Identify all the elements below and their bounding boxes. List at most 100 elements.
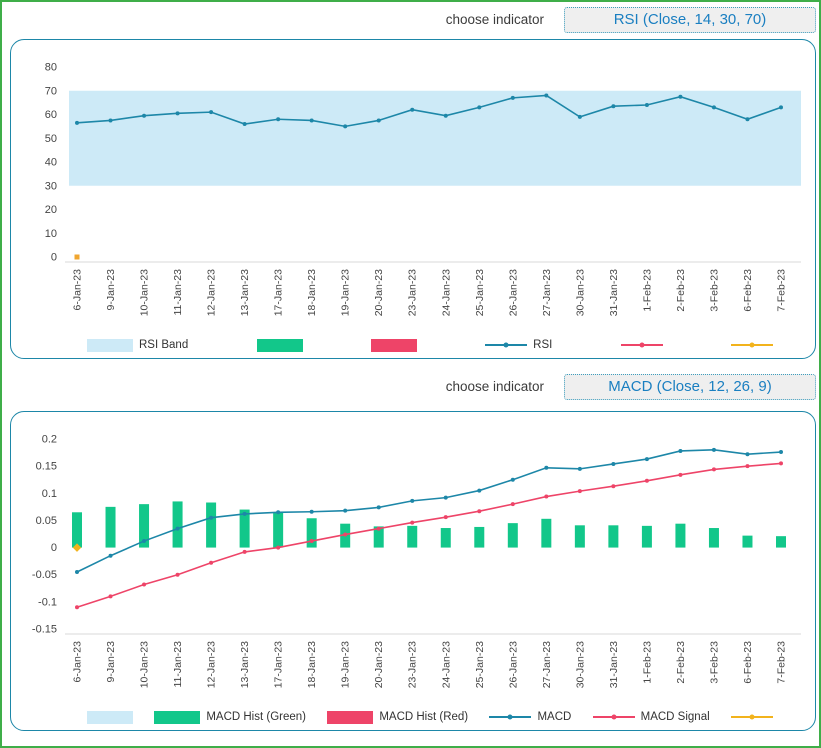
rsi-y-tick: 10 bbox=[45, 228, 57, 240]
macd-point bbox=[209, 515, 214, 520]
rsi-zero-marker bbox=[74, 254, 80, 260]
rsi-x-tick: 18-Jan-23 bbox=[306, 269, 318, 316]
rsi-x-tick: 9-Jan-23 bbox=[105, 269, 117, 311]
rsi-chart[interactable]: 0 10 20 30 40 50 60 70 80 6-Jan-23 9-Jan-23 10-Jan-… bbox=[15, 45, 807, 331]
line-swatch bbox=[730, 714, 773, 720]
rsi-x-tick: 3-Feb-23 bbox=[708, 269, 720, 312]
macd-x-tick: 30-Jan-23 bbox=[574, 641, 586, 688]
macd-x-tick: 31-Jan-23 bbox=[608, 641, 620, 688]
macd-x-tick: 9-Jan-23 bbox=[105, 641, 117, 683]
macd-legend-macd-hist-green-[interactable]: MACD Hist (Green) bbox=[154, 710, 306, 724]
bar-swatch bbox=[370, 338, 417, 352]
macd-point bbox=[108, 553, 113, 558]
rsi-legend-line-swatch[interactable] bbox=[620, 342, 663, 348]
macd-point bbox=[75, 605, 79, 610]
macd-legend-macd-signal[interactable]: MACD Signal bbox=[592, 711, 710, 723]
macd-x-tick: 1-Feb-23 bbox=[641, 641, 653, 684]
macd-legend-line-swatch[interactable] bbox=[730, 714, 773, 720]
rsi-point bbox=[678, 94, 683, 99]
rsi-legend: RSI Band RSI bbox=[15, 331, 813, 357]
macd-legend: MACD Hist (Green) MACD Hist (Red) MACD MACD… bbox=[15, 703, 813, 729]
macd-point bbox=[108, 594, 113, 599]
macd-hist-bar bbox=[172, 501, 183, 548]
rsi-point bbox=[376, 118, 381, 123]
macd-hist-bar bbox=[440, 528, 451, 548]
macd-x-tick: 25-Jan-23 bbox=[474, 641, 486, 688]
rsi-y-tick: 40 bbox=[45, 157, 57, 169]
macd-indicator-dropdown[interactable]: MACD (Close, 12, 26, 9) bbox=[564, 373, 816, 400]
macd-point bbox=[443, 495, 448, 500]
rsi-x-tick: 17-Jan-23 bbox=[273, 269, 285, 316]
macd-point bbox=[242, 511, 247, 516]
macd-x-tick: 6-Feb-23 bbox=[742, 641, 754, 684]
macd-point bbox=[611, 461, 616, 466]
rsi-point bbox=[745, 117, 750, 122]
macd-hist-bar bbox=[239, 509, 250, 548]
rsi-legend-bar-swatch[interactable] bbox=[256, 338, 303, 352]
rsi-x-tick: 19-Jan-23 bbox=[340, 269, 352, 316]
rsi-x-tick: 11-Jan-23 bbox=[172, 269, 184, 316]
legend-line-dot bbox=[749, 342, 755, 348]
macd-hist-bar bbox=[306, 518, 317, 548]
rsi-x-tick: 12-Jan-23 bbox=[206, 269, 218, 316]
macd-hist-bar bbox=[708, 528, 719, 548]
macd-zero-marker bbox=[72, 543, 82, 552]
macd-line-macd bbox=[76, 449, 782, 573]
rsi-y-tick: 0 bbox=[51, 252, 57, 264]
line-swatch bbox=[620, 342, 663, 348]
macd-point bbox=[510, 502, 515, 507]
rsi-legend-rsi[interactable]: RSI bbox=[485, 339, 552, 351]
macd-x-tick: 19-Jan-23 bbox=[340, 641, 352, 688]
rsi-point bbox=[510, 95, 515, 100]
rsi-x-tick: 27-Jan-23 bbox=[541, 269, 553, 316]
macd-x-tick: 18-Jan-23 bbox=[306, 641, 318, 688]
rsi-point bbox=[779, 105, 783, 110]
macd-hist-bar bbox=[105, 506, 116, 548]
macd-hist-bar bbox=[139, 504, 150, 548]
macd-point bbox=[779, 450, 783, 455]
rsi-x-tick: 6-Feb-23 bbox=[742, 269, 754, 312]
macd-point bbox=[644, 457, 649, 462]
macd-legend-band-swatch[interactable] bbox=[87, 710, 133, 724]
rsi-x-tick: 31-Jan-23 bbox=[608, 269, 620, 316]
macd-chart[interactable]: 0.2 0.15 0.1 0.05 0 -0.05 -0.1 -0.15 6-Jan-23 9-J… bbox=[15, 417, 807, 703]
macd-line-macd-signal bbox=[76, 462, 782, 609]
bar-swatch bbox=[154, 710, 201, 724]
macd-point bbox=[745, 452, 750, 457]
rsi-legend-rsi-band[interactable]: RSI Band bbox=[87, 338, 188, 352]
macd-point bbox=[711, 467, 716, 472]
macd-point bbox=[209, 560, 214, 565]
rsi-x-tick: 26-Jan-23 bbox=[507, 269, 519, 316]
line-swatch bbox=[489, 714, 532, 720]
macd-x-tick: 6-Jan-23 bbox=[72, 641, 84, 683]
rsi-indicator-dropdown[interactable]: RSI (Close, 14, 30, 70) bbox=[564, 6, 816, 33]
rsi-legend-bar-swatch[interactable] bbox=[370, 338, 417, 352]
macd-point bbox=[75, 570, 79, 574]
macd-legend-macd-hist-red-[interactable]: MACD Hist (Red) bbox=[327, 710, 468, 724]
rsi-point bbox=[644, 103, 649, 107]
macd-legend-macd[interactable]: MACD bbox=[489, 711, 571, 723]
macd-point bbox=[175, 526, 180, 531]
choose-indicator-label-macd: choose indicator bbox=[445, 379, 544, 394]
macd-x-tick: 13-Jan-23 bbox=[239, 641, 251, 688]
macd-hist-bar bbox=[574, 525, 585, 548]
rsi-line-rsi bbox=[76, 94, 782, 128]
legend-line-dot bbox=[749, 714, 755, 720]
rsi-indicator-header: choose indicator RSI (Close, 14, 30, 70) bbox=[2, 6, 819, 33]
macd-point bbox=[309, 509, 314, 514]
macd-point bbox=[779, 461, 783, 466]
macd-hist-bar bbox=[206, 502, 217, 548]
rsi-y-tick: 50 bbox=[45, 133, 57, 145]
macd-hist-bar bbox=[273, 512, 284, 548]
macd-y-tick: 0 bbox=[51, 542, 57, 554]
rsi-x-tick: 2-Feb-23 bbox=[675, 269, 687, 312]
macd-hist-bar bbox=[776, 536, 786, 548]
macd-chart-panel: 0.2 0.15 0.1 0.05 0 -0.05 -0.1 -0.15 6-Jan-23 9-J… bbox=[10, 411, 816, 731]
macd-hist-bar bbox=[541, 518, 552, 548]
rsi-y-tick: 80 bbox=[45, 62, 57, 74]
macd-point bbox=[544, 494, 549, 499]
rsi-legend-line-swatch[interactable] bbox=[730, 342, 773, 348]
macd-point bbox=[510, 477, 515, 482]
rsi-point bbox=[544, 93, 549, 98]
rsi-point bbox=[611, 104, 616, 109]
